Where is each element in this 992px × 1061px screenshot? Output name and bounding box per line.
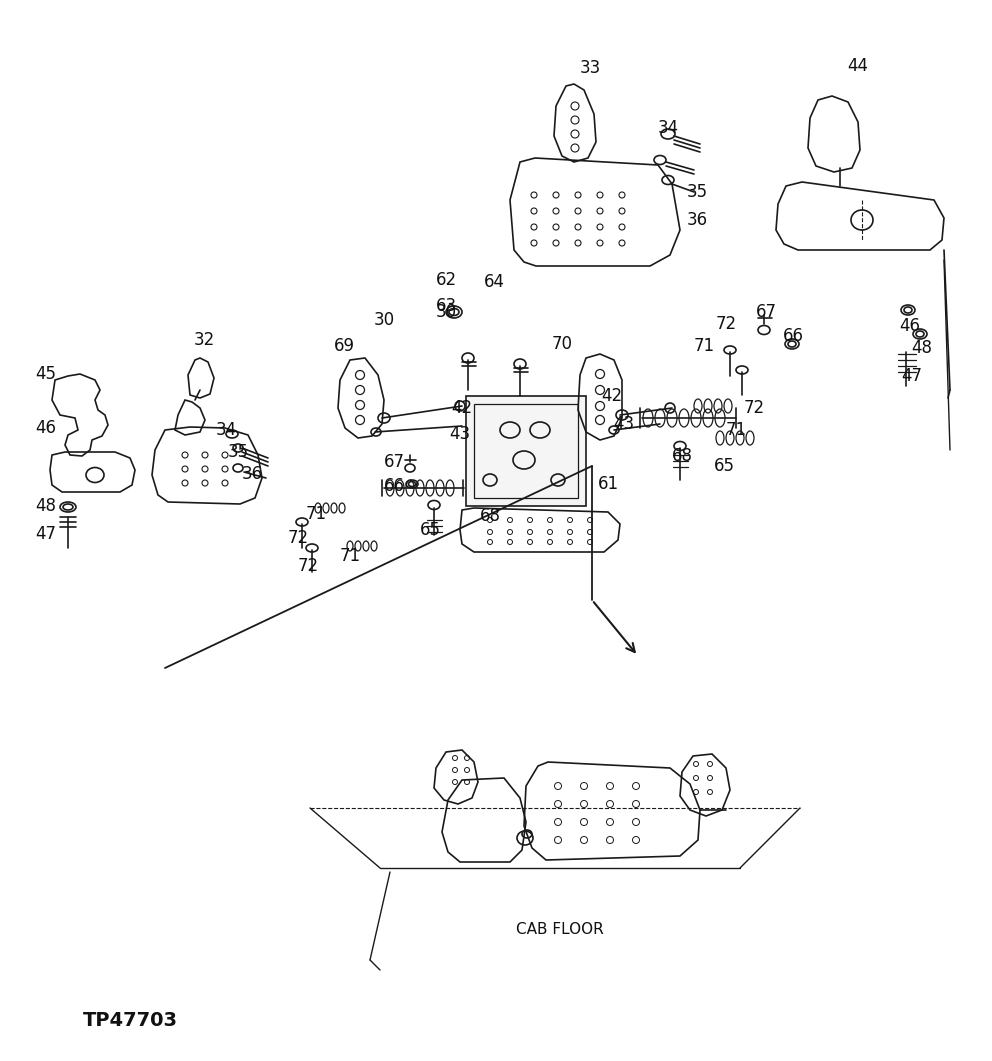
Text: 35: 35: [227, 443, 249, 460]
Text: 72: 72: [288, 529, 309, 547]
Bar: [474, 404, 578, 498]
Text: 65: 65: [713, 457, 734, 475]
Bar: [466, 396, 586, 506]
Text: 70: 70: [552, 335, 572, 353]
Text: 63: 63: [435, 297, 456, 315]
Text: 71: 71: [339, 547, 360, 566]
Text: 66: 66: [783, 327, 804, 345]
Text: 61: 61: [597, 475, 619, 493]
Text: 72: 72: [298, 557, 318, 575]
Text: 64: 64: [483, 273, 505, 291]
Text: 33: 33: [579, 59, 600, 77]
Text: 67: 67: [384, 453, 405, 471]
Text: 71: 71: [306, 505, 326, 523]
Text: 66: 66: [384, 477, 405, 495]
Text: CAB FLOOR: CAB FLOOR: [516, 922, 604, 938]
Text: 36: 36: [241, 465, 263, 483]
Text: 30: 30: [435, 303, 456, 321]
Text: 65: 65: [420, 521, 440, 539]
Text: 43: 43: [613, 415, 635, 433]
Text: 46: 46: [900, 317, 921, 335]
Text: 48: 48: [912, 340, 932, 356]
Text: 34: 34: [658, 119, 679, 137]
Text: 67: 67: [756, 303, 777, 321]
Text: 47: 47: [36, 525, 57, 543]
Text: 71: 71: [693, 337, 714, 355]
Text: 71: 71: [725, 421, 747, 439]
Text: 30: 30: [373, 311, 395, 329]
Text: 44: 44: [847, 57, 869, 75]
Text: 45: 45: [36, 365, 57, 383]
Text: 46: 46: [36, 419, 57, 437]
Text: 42: 42: [601, 387, 623, 405]
Text: 62: 62: [435, 271, 456, 289]
Text: 68: 68: [479, 507, 501, 525]
Text: TP47703: TP47703: [82, 1010, 178, 1029]
Text: 36: 36: [686, 211, 707, 229]
Text: 72: 72: [743, 399, 765, 417]
Text: 68: 68: [672, 447, 692, 465]
Text: 69: 69: [333, 337, 354, 355]
Text: 47: 47: [902, 367, 923, 385]
Text: 48: 48: [36, 497, 57, 515]
Text: 32: 32: [193, 331, 214, 349]
Text: 42: 42: [451, 399, 472, 417]
Text: 72: 72: [715, 315, 737, 333]
Text: 35: 35: [686, 182, 707, 201]
Text: 34: 34: [215, 421, 236, 439]
Text: 43: 43: [449, 425, 470, 443]
